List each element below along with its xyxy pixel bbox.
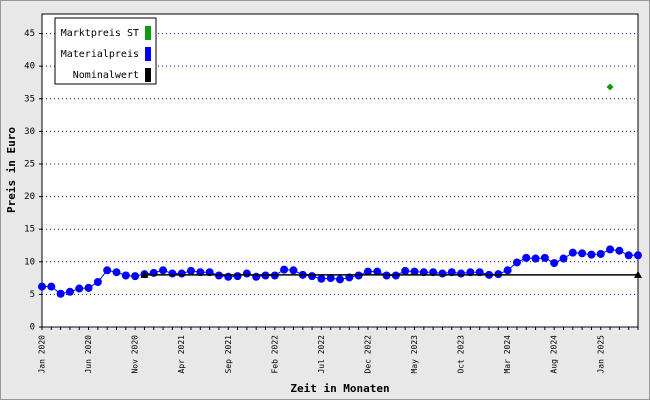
point [373,267,382,276]
legend-label: Materialpreis [61,49,139,60]
point [531,254,540,263]
point [280,265,289,274]
point [606,83,614,91]
point [224,272,233,281]
legend-label: Nominalwert [73,70,139,81]
point [522,253,531,262]
point [93,278,102,287]
y-tick-label: 25 [24,159,35,169]
y-tick-label: 45 [24,29,35,39]
point [233,272,242,281]
point [149,268,158,277]
x-tick-label: Jul 2022 [317,335,326,374]
x-tick-label: Feb 2022 [270,335,279,374]
point [112,268,121,277]
point [410,267,419,276]
point [559,254,568,263]
point [131,272,140,281]
x-tick-label: Apr 2021 [177,335,186,374]
point [187,266,195,275]
point [606,245,615,254]
point [289,266,298,275]
y-axis-title: Preis in Euro [5,127,18,213]
x-tick-label: Jan 2020 [38,335,47,374]
x-tick-label: Jan 2025 [596,335,605,374]
point [326,274,335,283]
point [568,248,577,257]
point [401,266,410,275]
point [65,287,74,296]
point [177,269,186,278]
point [363,267,372,276]
point [47,282,56,291]
point [540,253,549,262]
y-tick-label: 40 [24,62,35,72]
point [84,283,93,292]
y-tick-label: 0 [30,323,35,333]
legend-swatch [145,26,151,40]
x-tick-label: May 2023 [410,335,419,374]
point [624,251,633,260]
y-tick-label: 15 [24,225,35,235]
y-tick-label: 5 [30,290,35,300]
point [38,282,46,291]
point [317,274,326,283]
point [457,269,466,278]
point [242,269,251,278]
point [587,250,596,259]
x-tick-label: Aug 2024 [550,335,559,374]
point [634,270,642,278]
x-tick-label: Nov 2020 [131,335,140,374]
point [615,246,624,255]
point [168,269,177,278]
point [140,270,149,278]
point [336,275,344,284]
point [103,266,112,275]
point [252,272,261,281]
y-tick-label: 30 [24,127,35,137]
point [75,284,84,293]
point [121,271,130,280]
y-tick-label: 10 [24,257,35,267]
x-tick-label: Dec 2022 [363,335,372,374]
y-tick-label: 20 [24,192,35,202]
point [578,249,587,258]
x-tick-label: Sep 2021 [224,335,233,374]
legend-swatch [145,68,151,82]
legend-swatch [145,47,151,61]
x-tick-label: Mar 2024 [503,335,512,374]
x-tick-label: Oct 2023 [457,335,466,374]
point [512,258,521,267]
point [56,289,65,298]
x-tick-label: Jun 2020 [84,335,93,374]
x-axis-title: Zeit in Monaten [290,382,389,395]
point [438,269,447,278]
y-tick-label: 35 [24,94,35,104]
point [159,266,168,275]
point [634,251,642,260]
legend-label: Marktpreis ST [61,28,139,39]
point [503,266,512,275]
point [596,249,605,258]
legend-box [54,17,157,85]
point [550,259,559,268]
point [308,272,317,281]
